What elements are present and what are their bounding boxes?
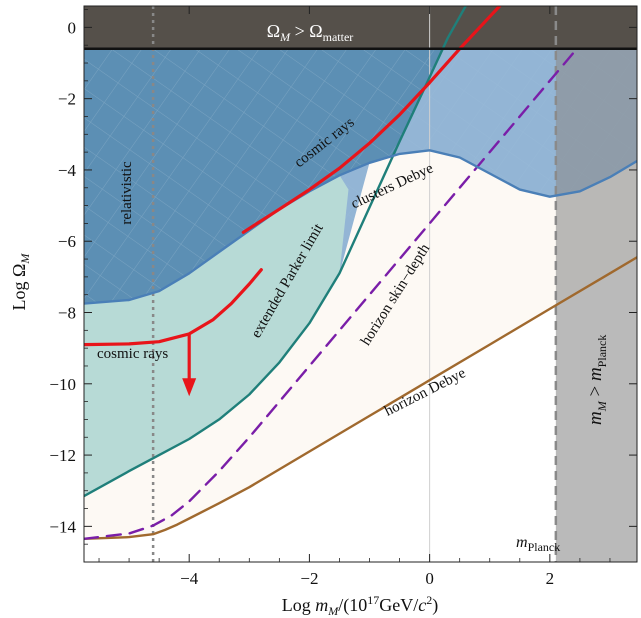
m-planck-region — [555, 48, 637, 562]
series-line-horizon-skin-depth-1 — [84, 51, 576, 540]
y-tick-label: −4 — [58, 161, 77, 180]
series-line-cosmic-rays-4 — [241, 6, 502, 234]
x-tick-label: −2 — [300, 569, 318, 588]
arrow-head — [182, 378, 197, 397]
x-tick-label: 0 — [425, 569, 434, 588]
plot-frame — [83, 5, 638, 563]
series-line-extended-parker-limit-2 — [84, 6, 468, 498]
omega-matter-region — [84, 6, 637, 49]
y-tick-label: 0 — [68, 18, 77, 37]
m-planck-line-label: mPlanck — [516, 534, 560, 554]
plot-area — [84, 6, 637, 562]
allowed-region — [84, 150, 637, 539]
y-tick-label: −10 — [49, 375, 76, 394]
x-axis-label: Log mM/(1017GeV/c2) — [282, 593, 439, 618]
relativistic-label: relativistic — [119, 161, 135, 225]
y-axis-label: Log ΩM — [9, 253, 32, 311]
y-tick-label: −12 — [49, 446, 76, 465]
omega-matter-label: ΩM > Ωmatter — [267, 21, 354, 44]
y-tick-label: −6 — [58, 232, 76, 251]
y-tick-label: −14 — [49, 517, 76, 536]
series-line-clusters-debye-3 — [84, 149, 637, 305]
cosmic-rays-lower-label: cosmic rays — [97, 346, 168, 362]
parker-excluded-region — [84, 175, 349, 497]
series-line-horizon-debye-0 — [84, 256, 637, 540]
y-tick-label: −2 — [58, 90, 76, 109]
m-planck-region-label: mM > mPlanck — [585, 335, 609, 425]
x-tick-label: −4 — [180, 569, 199, 588]
y-tick-label: −8 — [58, 304, 76, 323]
x-tick-label: 2 — [546, 569, 555, 588]
series-line-cosmic-rays-5 — [84, 268, 263, 347]
